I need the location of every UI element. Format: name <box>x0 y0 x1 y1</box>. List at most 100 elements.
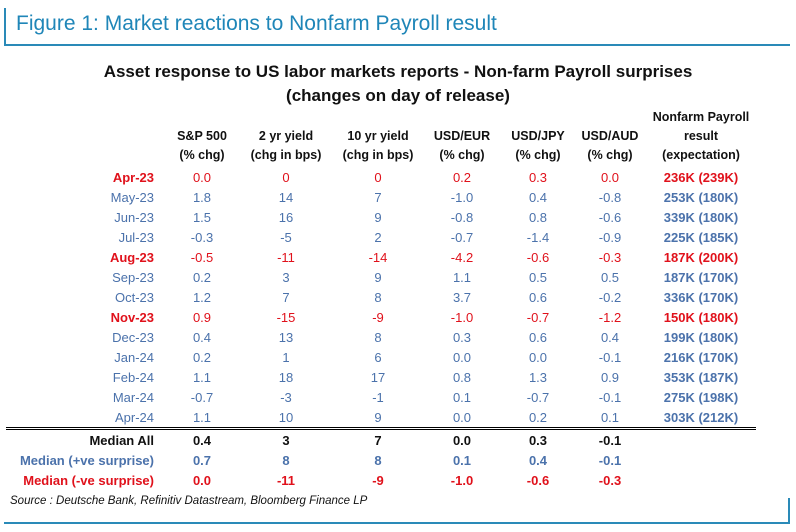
table-header-row: S&P 500 (% chg) 2 yr yield (chg in bps) 10… <box>6 108 756 167</box>
cell-y2: -5 <box>280 229 292 245</box>
cell-nfp: 225K (185K) <box>663 229 739 245</box>
cell-sp500: 0.0 <box>192 169 212 185</box>
cell-usdeur: 0.1 <box>452 389 472 405</box>
median-label: Median All <box>6 427 166 450</box>
source-note: Source : Deutsche Bank, Refinitiv Datast… <box>10 495 368 507</box>
cell-sp500: -0.7 <box>190 389 214 405</box>
cell-y2: 16 <box>278 209 294 225</box>
median-row: Median (-ve surprise) 0.0 -11 -9 -1.0 -0.6 -0.… <box>6 470 756 490</box>
cell-usdjpy: 0.6 <box>528 289 548 305</box>
cell-nfp: 303K (212K) <box>663 409 739 425</box>
table-row: Jul-23 -0.3 -5 2 -0.7 -1.4 -0.9 225K (185K) <box>6 227 756 247</box>
cell-nfp: 336K (170K) <box>663 289 739 305</box>
cell-sp500: 1.1 <box>192 409 212 425</box>
median-label: Median (-ve surprise) <box>23 472 154 488</box>
month-label: Sep-23 <box>112 269 154 285</box>
median-cell-y10: -9 <box>372 472 384 488</box>
cell-sp500: 1.8 <box>192 189 212 205</box>
cell-sp500: 0.9 <box>192 309 212 325</box>
cell-usdjpy: 0.6 <box>528 329 548 345</box>
table-row: Sep-23 0.2 3 9 1.1 0.5 0.5 187K (170K) <box>6 267 756 287</box>
cell-sp500: 0.2 <box>192 269 212 285</box>
table-row: May-23 1.8 14 7 -1.0 0.4 -0.8 253K (180K) <box>6 187 756 207</box>
cell-usdaud: -0.1 <box>598 389 622 405</box>
cell-usdjpy: -0.6 <box>526 249 550 265</box>
header-2yr-yield: 2 yr yield (chg in bps) <box>250 129 322 162</box>
cell-nfp: 216K (170K) <box>663 349 739 365</box>
cell-y2: 7 <box>282 289 290 305</box>
median-cell-y10: 7 <box>334 427 422 450</box>
cell-usdjpy: 1.3 <box>528 369 548 385</box>
median-cell-y2: 3 <box>238 427 334 450</box>
median-cell-usdjpy: -0.6 <box>526 472 550 488</box>
month-label: Apr-23 <box>112 169 154 185</box>
median-cell-nfp-empty <box>646 450 756 470</box>
cell-usdaud: -1.2 <box>598 309 622 325</box>
median-cell-usdjpy: 0.3 <box>502 427 574 450</box>
cell-usdjpy: 0.8 <box>528 209 548 225</box>
median-cell-usdeur: -1.0 <box>450 472 474 488</box>
table-row: Jun-23 1.5 16 9 -0.8 0.8 -0.6 339K (180K) <box>6 207 756 227</box>
table-title: Asset response to US labor markets repor… <box>103 62 693 81</box>
month-label: Nov-23 <box>110 309 154 325</box>
cell-usdeur: -4.2 <box>450 249 474 265</box>
cell-y10: -1 <box>372 389 384 405</box>
cell-usdeur: 0.0 <box>452 349 472 365</box>
asset-response-table: S&P 500 (% chg) 2 yr yield (chg in bps) 10… <box>6 108 756 490</box>
median-cell-nfp-empty <box>646 427 756 450</box>
cell-usdeur: 0.3 <box>452 329 472 345</box>
cell-usdeur: 3.7 <box>452 289 472 305</box>
cell-y2: -3 <box>280 389 292 405</box>
header-10yr-yield: 10 yr yield (chg in bps) <box>342 129 414 162</box>
cell-y10: 17 <box>370 369 386 385</box>
median-cell-y2: 8 <box>282 452 290 468</box>
cell-usdeur: 0.0 <box>452 409 472 425</box>
cell-usdjpy: 0.0 <box>528 349 548 365</box>
cell-nfp: 339K (180K) <box>663 209 739 225</box>
month-label: Aug-23 <box>109 249 154 265</box>
cell-y10: 8 <box>374 329 382 345</box>
median-cell-sp500: 0.4 <box>166 427 238 450</box>
month-label: Feb-24 <box>112 369 154 385</box>
cell-usdeur: -0.7 <box>450 229 474 245</box>
cell-usdaud: -0.2 <box>598 289 622 305</box>
cell-y10: 2 <box>374 229 382 245</box>
cell-y10: 9 <box>374 409 382 425</box>
cell-usdaud: 0.4 <box>600 329 620 345</box>
cell-nfp: 199K (180K) <box>663 329 739 345</box>
cell-usdjpy: 0.4 <box>528 189 548 205</box>
cell-sp500: 1.2 <box>192 289 212 305</box>
cell-y2: 10 <box>278 409 294 425</box>
cell-y2: 1 <box>282 349 290 365</box>
header-nonfarm-payroll: Nonfarm Payroll result (expectation) <box>652 110 750 162</box>
median-cell-y2: -11 <box>276 472 296 488</box>
cell-y10: 6 <box>374 349 382 365</box>
cell-nfp: 236K (239K) <box>663 169 739 185</box>
cell-nfp: 253K (180K) <box>663 189 739 205</box>
month-label: Jan-24 <box>114 349 154 365</box>
table-row: Mar-24 -0.7 -3 -1 0.1 -0.7 -0.1 275K (198K) <box>6 387 756 407</box>
cell-nfp: 353K (187K) <box>663 369 739 385</box>
cell-usdjpy: 0.2 <box>528 409 548 425</box>
cell-usdeur: -1.0 <box>450 189 474 205</box>
cell-usdaud: 0.0 <box>600 169 620 185</box>
header-usd-jpy: USD/JPY (% chg) <box>511 129 565 162</box>
median-cell-y10: 8 <box>374 452 382 468</box>
cell-usdaud: 0.9 <box>600 369 620 385</box>
cell-usdeur: -1.0 <box>450 309 474 325</box>
table-row: Oct-23 1.2 7 8 3.7 0.6 -0.2 336K (170K) <box>6 287 756 307</box>
cell-usdaud: -0.8 <box>598 189 622 205</box>
cell-y10: 7 <box>374 189 382 205</box>
cell-usdaud: -0.1 <box>598 349 622 365</box>
header-usd-eur: USD/EUR (% chg) <box>433 129 491 162</box>
cell-y10: -14 <box>368 249 388 265</box>
cell-usdaud: -0.6 <box>598 209 622 225</box>
table-row: Apr-23 0.0 0 0 0.2 0.3 0.0 236K (239K) <box>6 167 756 187</box>
cell-y2: -15 <box>276 309 296 325</box>
month-label: Jun-23 <box>114 209 154 225</box>
median-cell-usdaud: -0.3 <box>598 472 622 488</box>
cell-sp500: -0.5 <box>190 249 214 265</box>
month-label: Oct-23 <box>114 289 154 305</box>
cell-y2: 13 <box>278 329 294 345</box>
table-row: Nov-23 0.9 -15 -9 -1.0 -0.7 -1.2 150K (180K) <box>6 307 756 327</box>
